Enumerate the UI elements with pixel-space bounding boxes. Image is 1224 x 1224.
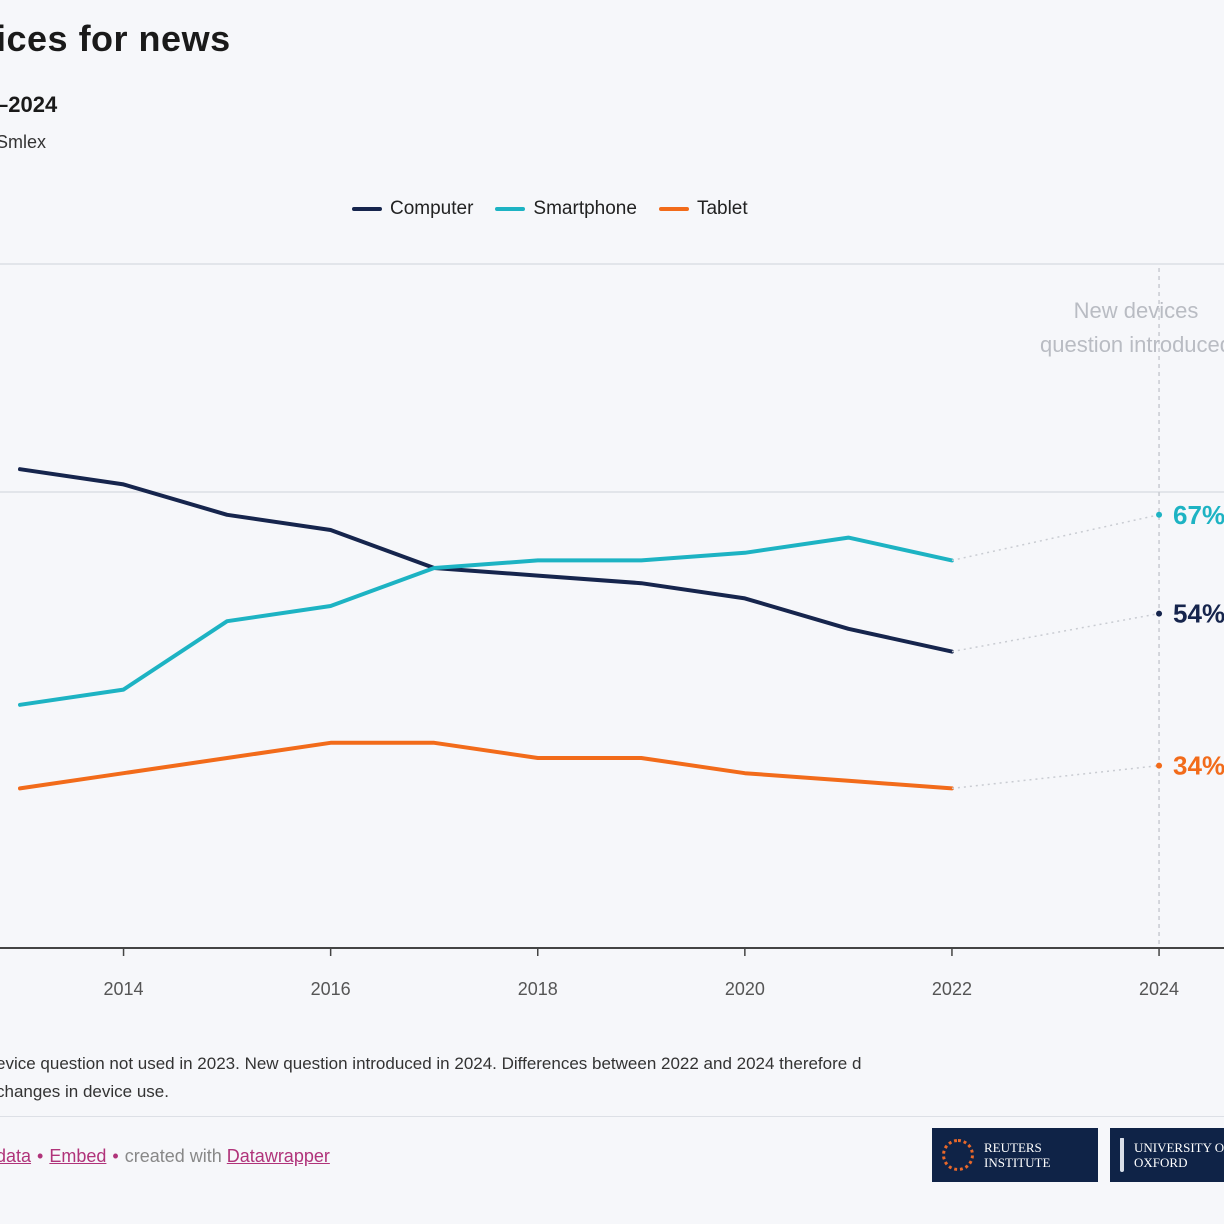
- legend-label-tablet: Tablet: [696, 198, 748, 219]
- series-connector-tablet: [951, 764, 1160, 790]
- legend-label-smartphone: Smartphone: [533, 198, 637, 219]
- series-point-tablet-2024: [1156, 762, 1163, 769]
- legend-label-computer: Computer: [390, 198, 474, 219]
- legend-swatch-smartphone: [495, 207, 526, 211]
- oxford-logo-text: UNIVERSITY OF OXFORD: [1134, 1140, 1224, 1170]
- created-with-text: created with: [124, 1146, 222, 1166]
- footer-divider: [0, 1116, 1224, 1117]
- reuters-mark-icon: [942, 1139, 974, 1171]
- legend-item-computer: Computer: [352, 198, 473, 220]
- x-tick-label: 2014: [104, 979, 144, 999]
- annotation-text: question introduced: [1040, 332, 1224, 357]
- data-label-tablet: 34%: [1173, 751, 1224, 781]
- chart-subtitle: –2024: [0, 92, 58, 117]
- data-link[interactable]: data: [0, 1146, 32, 1166]
- series-line-tablet: [18, 740, 954, 791]
- x-tick-label: 2016: [311, 979, 351, 999]
- chart-title: ices for news: [0, 18, 231, 59]
- x-tick-label: 2022: [932, 979, 972, 999]
- footnote-line-1: evice question not used in 2023. New que…: [0, 1054, 862, 1073]
- reuters-institute-logo[interactable]: REUTERS INSTITUTE: [932, 1128, 1098, 1182]
- series-point-smartphone-2024: [1156, 511, 1163, 518]
- legend-item-smartphone: Smartphone: [495, 198, 637, 220]
- embed-link[interactable]: Embed: [49, 1146, 107, 1166]
- reuters-logo-text: REUTERS INSTITUTE: [984, 1140, 1051, 1170]
- legend-swatch-tablet: [658, 207, 689, 211]
- annotation-text: New devices: [1074, 298, 1199, 323]
- chart-description: Smlex: [0, 132, 47, 152]
- data-label-smartphone: 67%: [1173, 500, 1224, 530]
- series-connector-computer: [951, 612, 1160, 653]
- x-tick-label: 2020: [725, 979, 765, 999]
- footer-links: data • Embed • created with Datawrapper: [0, 1146, 330, 1167]
- series-connector-smartphone: [951, 514, 1160, 562]
- legend-item-tablet: Tablet: [658, 198, 748, 220]
- legend: Computer Smartphone Tablet: [352, 198, 748, 220]
- series-line-computer: [18, 467, 954, 654]
- series-point-computer-2024: [1156, 610, 1163, 617]
- legend-swatch-computer: [352, 207, 382, 211]
- series-line-smartphone: [18, 535, 954, 707]
- x-tick-label: 2024: [1139, 979, 1179, 999]
- oxford-crest-icon: [1120, 1138, 1124, 1172]
- datawrapper-link[interactable]: Datawrapper: [226, 1146, 330, 1166]
- x-tick-label: 2018: [518, 979, 558, 999]
- separator-dot: •: [37, 1146, 44, 1166]
- separator-dot: •: [112, 1146, 119, 1166]
- oxford-university-logo[interactable]: UNIVERSITY OF OXFORD: [1110, 1128, 1224, 1182]
- data-label-computer: 54%: [1173, 599, 1224, 629]
- footnote: evice question not used in 2023. New que…: [0, 1050, 1224, 1106]
- footnote-line-2: changes in device use.: [0, 1082, 169, 1101]
